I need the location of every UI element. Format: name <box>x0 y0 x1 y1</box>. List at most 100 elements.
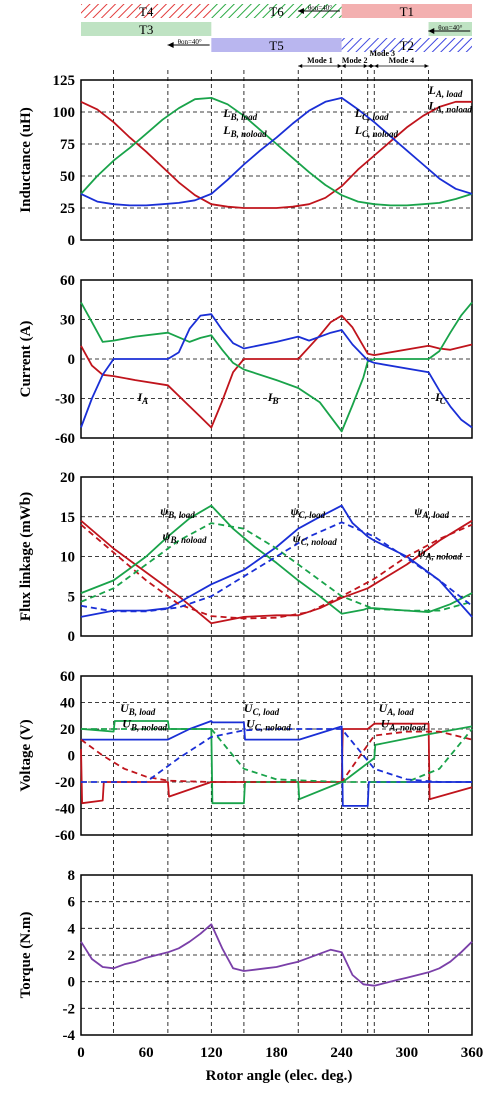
y-tick-label: -4 <box>63 1028 76 1044</box>
annotation-subscript: B, noload <box>130 723 168 733</box>
annotation-subscript: A <box>141 396 148 406</box>
panel-frame <box>80 279 473 439</box>
x-axis: 0 60 120 180 240 300 360 <box>77 1045 483 1061</box>
arrow-head-icon <box>424 64 429 68</box>
annotation-subscript: C <box>440 396 447 406</box>
annotation-symbol: ψ <box>160 504 169 518</box>
annotation-symbol: ψ <box>418 546 427 560</box>
band-0-1 <box>211 4 342 18</box>
series-B-dashed <box>81 728 473 783</box>
band-2-1 <box>341 38 472 52</box>
annotation-symbol: L <box>428 98 436 112</box>
series-A-solid <box>80 722 473 805</box>
series-A-dashed <box>80 523 473 620</box>
mode-label: Mode 1 <box>307 56 333 65</box>
y-tick-label: 4 <box>68 921 76 937</box>
band-label: T5 <box>269 38 283 53</box>
annotation: UA, load <box>379 701 415 717</box>
annotation-symbol: L <box>354 123 362 137</box>
arrow-head-icon <box>363 64 368 68</box>
annotation-subscript: B, load <box>167 510 195 520</box>
annotation-symbol: I <box>136 390 143 404</box>
annotation-symbol: I <box>434 390 441 404</box>
arrow-head-icon <box>298 64 303 68</box>
y-tick-label: -60 <box>55 828 75 844</box>
annotation: LB, load <box>222 106 257 122</box>
panel-frame <box>80 79 473 241</box>
arrow-head-icon <box>337 64 342 68</box>
series-C-solid <box>81 720 472 807</box>
y-tick-label: 10 <box>60 550 75 566</box>
band-0-0 <box>81 4 212 18</box>
theta-label: θon=40° <box>178 38 202 46</box>
x-tick-label: 120 <box>200 1045 223 1061</box>
annotation: LB, noload <box>222 123 267 139</box>
annotation: IA <box>136 390 148 406</box>
annotation-subscript: A, load <box>421 510 449 520</box>
annotation-symbol: U <box>246 717 256 731</box>
annotation-symbol: L <box>354 106 362 120</box>
arrow-head-icon <box>374 64 379 68</box>
annotation: LA, noload <box>428 98 473 114</box>
y-tick-label: 40 <box>60 696 75 712</box>
x-tick-label: 300 <box>396 1045 419 1061</box>
y-tick-label: 0 <box>68 749 76 765</box>
series-C-solid <box>80 313 473 429</box>
annotation: ψB, load <box>160 504 195 520</box>
annotation: UC, load <box>244 701 280 717</box>
annotation-subscript: A, noload <box>435 104 473 114</box>
series-A-solid <box>80 100 472 209</box>
y-tick-label: 2 <box>68 948 76 964</box>
annotation-symbol: ψ <box>414 504 423 518</box>
series-C-dashed <box>81 728 472 783</box>
y-tick-label: -20 <box>55 775 75 791</box>
annotation-symbol: U <box>379 701 389 715</box>
annotation-subscript: A, load <box>386 707 414 717</box>
annotation-subscript: C, load <box>362 112 389 122</box>
annotation: UA, noload <box>381 717 426 733</box>
mode-label: Mode 4 <box>389 56 415 65</box>
y-axis-label: Flux linkage (mWb) <box>18 492 34 621</box>
x-tick-label: 60 <box>139 1045 154 1061</box>
y-tick-label: 75 <box>60 137 75 153</box>
annotation-symbol: U <box>122 717 132 731</box>
y-tick-label: 100 <box>53 105 76 121</box>
x-tick-label: 180 <box>265 1045 288 1061</box>
y-tick-label: 0 <box>68 975 76 991</box>
mode-label: Mode 2 <box>342 56 368 65</box>
y-axis-label: Inductance (uH) <box>18 107 34 212</box>
annotation: UB, noload <box>122 717 167 733</box>
series-C-solid <box>80 97 473 207</box>
annotation-subscript: B, load <box>230 112 258 122</box>
band-label: T2 <box>400 38 414 53</box>
theta-label: θon=40° <box>308 4 332 12</box>
series-A-dashed <box>80 730 473 783</box>
annotation-symbol: U <box>381 717 391 731</box>
y-tick-label: -2 <box>63 1001 76 1017</box>
y-tick-label: 60 <box>60 273 75 289</box>
annotation: IB <box>267 390 279 406</box>
y-tick-label: -30 <box>55 392 75 408</box>
y-tick-label: -60 <box>55 431 75 447</box>
annotation: ψA, load <box>414 504 449 520</box>
band-label: T3 <box>139 22 153 37</box>
series-C-dashed <box>80 521 473 613</box>
x-tick-label: 240 <box>330 1045 353 1061</box>
annotation: LC, load <box>354 106 389 122</box>
y-axis-label: Torque (N.m) <box>18 912 34 999</box>
annotation-symbol: L <box>428 83 436 97</box>
y-tick-label: -40 <box>55 802 75 818</box>
arrow-head-icon <box>370 64 375 68</box>
y-tick-label: 0 <box>68 629 76 645</box>
annotation-symbol: ψ <box>293 531 302 545</box>
annotation-symbol: I <box>267 390 274 404</box>
annotation: LC, noload <box>354 123 399 139</box>
annotation-subscript: B <box>271 396 278 406</box>
y-tick-label: 5 <box>68 589 76 605</box>
y-tick-label: 0 <box>68 352 76 368</box>
y-tick-label: 20 <box>60 722 75 738</box>
y-tick-label: 60 <box>60 669 75 685</box>
